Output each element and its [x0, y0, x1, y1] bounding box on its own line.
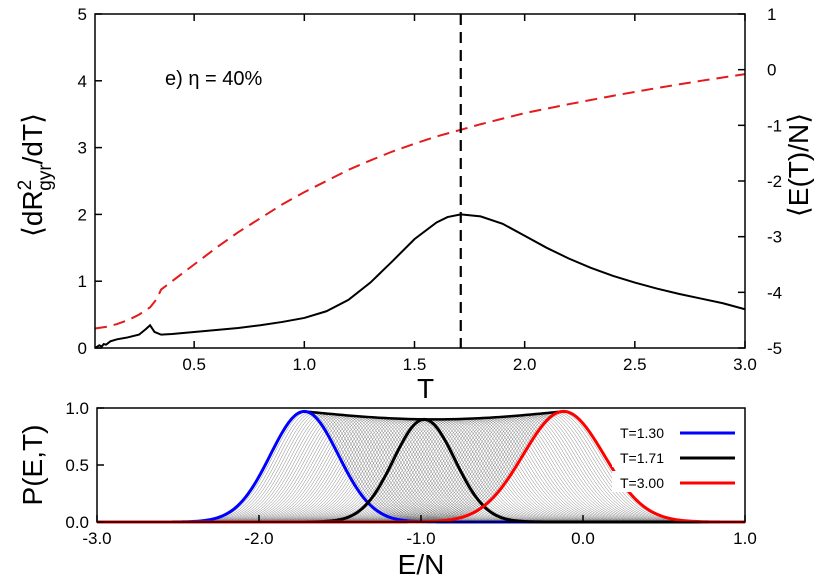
- legend-background: [612, 471, 738, 492]
- ylabel-post: /dT⟩: [17, 113, 48, 164]
- envelope-curve: [304, 410, 564, 421]
- top-left-y-axis-label: ⟨dR2gyr/dT⟩: [15, 113, 56, 237]
- top-right-y-axis-label: ⟨E(T)/N⟩: [783, 113, 814, 217]
- top-plot-frame: [94, 13, 746, 349]
- bottom-chart-panel: -3.0 -2.0 -1.0 0.0 1.0 0.0 0.5 1.0 T=1.30 T=1.71…: [17, 399, 757, 580]
- y-left-tick-label: 2: [78, 205, 87, 224]
- x-tick-label: 1.0: [293, 355, 317, 374]
- x-tick-label: 2.5: [623, 355, 647, 374]
- bottom-x-axis-label: E/N: [398, 549, 445, 580]
- y-left-tick-label: 4: [78, 72, 87, 91]
- top-axis-ticks: 0.5 1.0 1.5 2.0 2.5 3.0 0 1 2 3 4 5 -5 -4 -3 -2 -1 0 1: [78, 5, 783, 374]
- bottom-y-axis-label: P(E,T): [17, 425, 48, 506]
- x-tick-label: 0.0: [571, 529, 595, 548]
- y-left-tick-label: 5: [78, 5, 87, 24]
- legend-label: T=3.00: [620, 475, 664, 491]
- y-right-tick-label: -3: [767, 228, 782, 247]
- y-right-tick-label: -2: [767, 172, 782, 191]
- y-right-tick-label: 1: [767, 5, 776, 24]
- legend-label: T=1.30: [620, 425, 664, 441]
- x-tick-label: 2.0: [513, 355, 537, 374]
- legend-background: [612, 421, 738, 442]
- y-right-tick-label: 0: [767, 61, 776, 80]
- y-right-tick-label: -5: [767, 339, 782, 358]
- bottom-plot-frame: [96, 407, 746, 523]
- x-tick-label: 1.0: [733, 529, 757, 548]
- series-line-energy: [94, 73, 746, 330]
- top-plot-area: [94, 14, 746, 349]
- y-right-tick-label: -4: [767, 283, 782, 302]
- y-tick-label: 1.0: [65, 399, 89, 418]
- bottom-axis-ticks: -3.0 -2.0 -1.0 0.0 1.0 0.0 0.5 1.0: [65, 399, 756, 548]
- top-x-axis-label: T: [417, 373, 434, 404]
- x-tick-label: -1.0: [406, 529, 435, 548]
- y-tick-label: 0.0: [65, 513, 89, 532]
- y-left-tick-label: 0: [78, 339, 87, 358]
- x-tick-label: 3.0: [733, 355, 757, 374]
- legend: T=1.30 T=1.71 T=3.00: [612, 421, 738, 492]
- ylabel-sub: gyr: [35, 164, 56, 191]
- x-tick-label: 1.5: [403, 355, 427, 374]
- y-right-tick-label: -1: [767, 116, 782, 135]
- top-chart-panel: 0.5 1.0 1.5 2.0 2.5 3.0 0 1 2 3 4 5 -5 -4 -3 -2 -1 0 1 e) …: [15, 5, 814, 404]
- x-tick-label: -3.0: [82, 529, 111, 548]
- ylabel-pre: ⟨dR: [17, 190, 48, 237]
- legend-background: [612, 446, 738, 467]
- series-line-drgyr: [94, 213, 746, 349]
- y-left-tick-label: 1: [78, 272, 87, 291]
- y-left-tick-label: 3: [78, 139, 87, 158]
- panel-annotation: e) η = 40%: [165, 68, 263, 90]
- legend-label: T=1.71: [620, 450, 664, 466]
- ylabel-sup: 2: [15, 180, 36, 191]
- x-tick-label: 0.5: [182, 355, 206, 374]
- x-tick-label: -2.0: [244, 529, 273, 548]
- y-tick-label: 0.5: [65, 456, 89, 475]
